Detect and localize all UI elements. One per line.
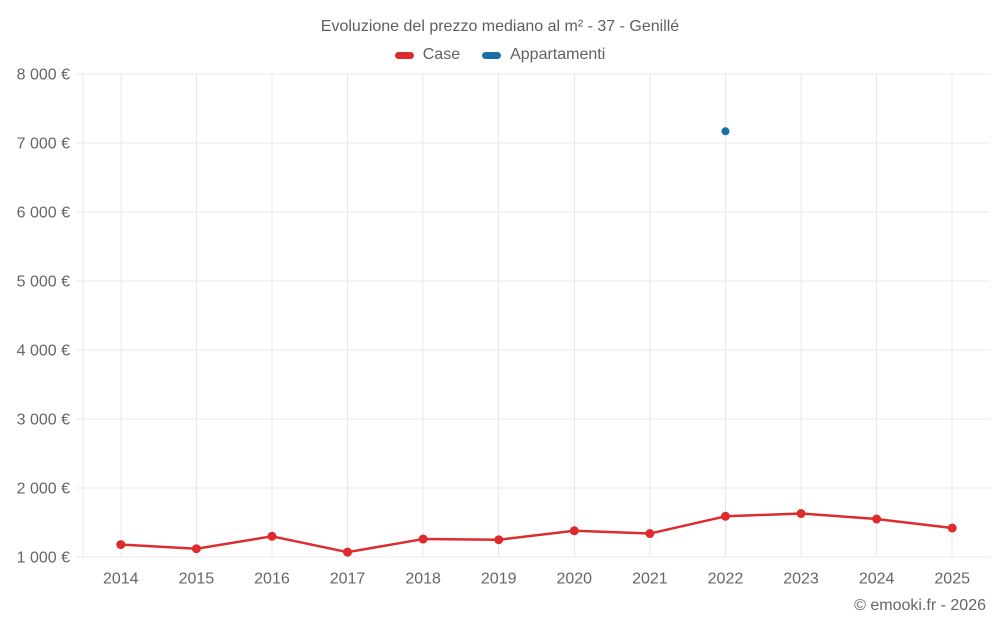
case-legend-swatch-icon bbox=[394, 51, 414, 59]
data-point-case[interactable] bbox=[569, 526, 579, 536]
y-tick-label: 6 000 € bbox=[17, 205, 70, 222]
x-tick-label: 2018 bbox=[405, 571, 441, 588]
data-point-case[interactable] bbox=[645, 529, 655, 539]
x-tick-label: 2021 bbox=[632, 571, 668, 588]
chart-legend: Case Appartamenti bbox=[0, 46, 1000, 64]
x-tick-label: 2019 bbox=[481, 571, 517, 588]
data-point-case[interactable] bbox=[720, 511, 730, 521]
x-tick-label: 2017 bbox=[330, 571, 366, 588]
x-tick-label: 2014 bbox=[103, 571, 139, 588]
copyright-text: © emooki.fr - 2026 bbox=[854, 597, 986, 614]
y-tick-label: 8 000 € bbox=[17, 67, 70, 84]
y-tick-label: 7 000 € bbox=[17, 136, 70, 153]
data-point-case[interactable] bbox=[796, 509, 806, 519]
y-tick-label: 4 000 € bbox=[17, 343, 70, 360]
x-tick-label: 2022 bbox=[708, 571, 744, 588]
data-point-case[interactable] bbox=[116, 540, 126, 550]
y-tick-label: 2 000 € bbox=[17, 481, 70, 498]
y-tick-label: 3 000 € bbox=[17, 412, 70, 429]
data-point-case[interactable] bbox=[191, 544, 201, 554]
x-tick-label: 2015 bbox=[179, 571, 215, 588]
data-point-appartamenti[interactable] bbox=[721, 127, 730, 136]
x-tick-label: 2016 bbox=[254, 571, 290, 588]
appartamenti-legend-swatch-icon bbox=[482, 51, 502, 59]
legend-label-case: Case bbox=[422, 46, 461, 63]
y-tick-label: 1 000 € bbox=[17, 550, 70, 567]
chart-title: Evoluzione del prezzo mediano al m² - 37… bbox=[320, 18, 680, 35]
series-line-case bbox=[119, 512, 954, 554]
x-tick-label: 2024 bbox=[859, 571, 895, 588]
x-tick-label: 2023 bbox=[783, 571, 819, 588]
data-point-case[interactable] bbox=[872, 514, 882, 524]
data-point-case[interactable] bbox=[418, 534, 428, 544]
legend-label-appartamenti: Appartamenti bbox=[510, 46, 606, 63]
data-point-case[interactable] bbox=[947, 523, 957, 533]
data-point-case[interactable] bbox=[343, 547, 353, 557]
x-tick-label: 2020 bbox=[556, 571, 592, 588]
legend-item-case[interactable]: Case bbox=[394, 46, 461, 64]
data-point-case[interactable] bbox=[494, 535, 504, 545]
y-tick-label: 5 000 € bbox=[17, 274, 70, 291]
x-tick-label: 2025 bbox=[934, 571, 970, 588]
data-point-case[interactable] bbox=[267, 531, 277, 541]
legend-item-appartamenti[interactable]: Appartamenti bbox=[482, 46, 605, 64]
